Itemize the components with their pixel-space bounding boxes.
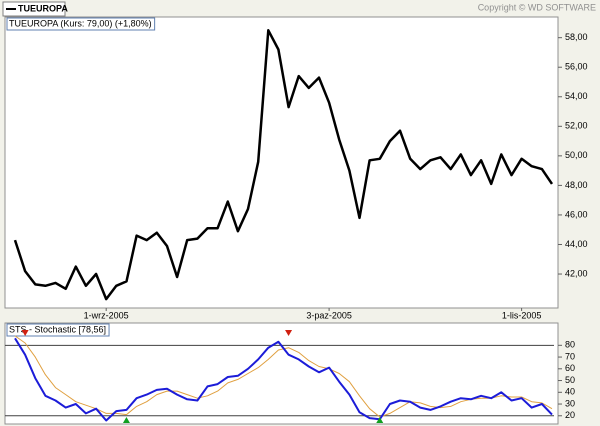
x-tick-label: 1-lis-2005 — [502, 310, 542, 320]
y-tick-label: 50 — [565, 375, 575, 385]
legend-label: TUEUROPA — [18, 3, 68, 13]
panel-title-box — [6, 17, 156, 31]
panel-title-box — [6, 323, 110, 337]
buy-signal — [122, 417, 130, 423]
stochastic-panel — [4, 322, 559, 425]
y-tick-label: 70 — [565, 351, 575, 361]
y-tick-label: 56,00 — [565, 62, 588, 72]
x-tick-label: 3-paz-2005 — [306, 310, 352, 320]
series-line — [14, 337, 553, 422]
buy-signal — [376, 417, 384, 423]
y-tick-label: 40 — [565, 387, 575, 397]
sell-signal — [21, 330, 29, 336]
legend-box — [2, 1, 66, 17]
y-tick-label: 46,00 — [565, 209, 588, 219]
y-tick-label: 20 — [565, 410, 575, 420]
y-tick-label: 44,00 — [565, 239, 588, 249]
sell-signal — [285, 330, 293, 336]
x-tick-label: 1-wrz-2005 — [84, 310, 129, 320]
y-tick-label: 50,00 — [565, 150, 588, 160]
y-tick-label: 30 — [565, 398, 575, 408]
panel-title: TUEUROPA (Kurs: 79,00) (+1,80%) — [9, 18, 152, 28]
y-tick-label: 80 — [565, 340, 575, 350]
series-line — [13, 29, 554, 301]
y-tick-label: 48,00 — [565, 180, 588, 190]
panel-title: STS - Stochastic [78,56] — [9, 324, 106, 334]
copyright: Copyright © WD SOFTWARE — [478, 2, 596, 12]
y-tick-label: 54,00 — [565, 91, 588, 101]
y-tick-label: 42,00 — [565, 268, 588, 278]
y-tick-label: 58,00 — [565, 32, 588, 42]
y-tick-label: 60 — [565, 363, 575, 373]
y-tick-label: 52,00 — [565, 121, 588, 131]
